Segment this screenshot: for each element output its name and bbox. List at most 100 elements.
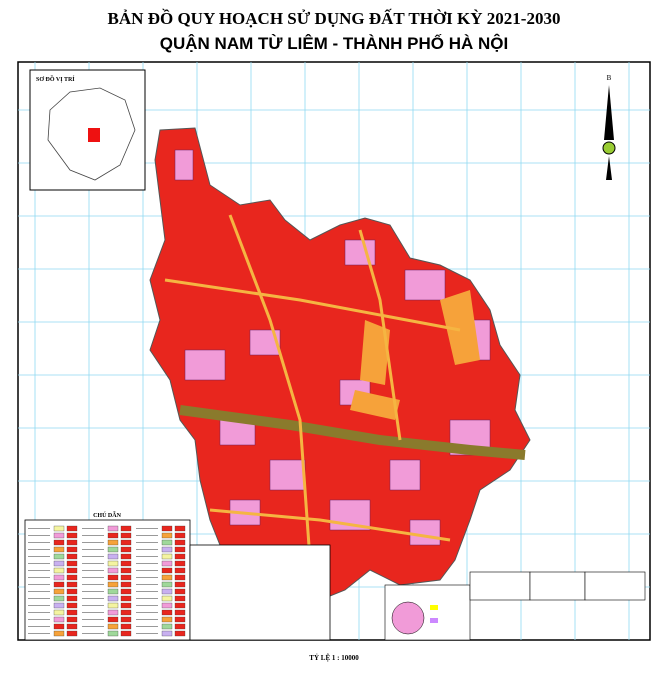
legend-swatch (66, 588, 78, 595)
legend-swatch (66, 595, 78, 602)
scale-label: TỶ LỆ 1 : 10000 (309, 654, 359, 662)
legend-line (82, 626, 104, 627)
legend-box-2 (189, 544, 331, 641)
legend-swatch (53, 539, 65, 546)
legend-swatch (161, 623, 173, 630)
legend-swatch (66, 630, 78, 637)
legend-swatch (53, 630, 65, 637)
legend-swatch (120, 609, 132, 616)
legend-swatch (107, 532, 119, 539)
legend-rows (28, 525, 186, 637)
legend-swatch (53, 574, 65, 581)
legend-swatch (161, 539, 173, 546)
legend-line (82, 549, 104, 550)
legend-swatch (120, 595, 132, 602)
legend-line (28, 570, 50, 571)
legend-swatch (161, 574, 173, 581)
legend-line (82, 556, 104, 557)
legend-swatch (120, 623, 132, 630)
legend-swatch (174, 560, 186, 567)
legend-swatch (66, 539, 78, 546)
legend-swatch (66, 623, 78, 630)
legend-swatch (66, 602, 78, 609)
legend-swatch (120, 539, 132, 546)
legend-line (136, 570, 158, 571)
legend-swatch (120, 567, 132, 574)
legend-line (82, 591, 104, 592)
legend-line (136, 591, 158, 592)
legend-swatch (66, 616, 78, 623)
legend-swatch (174, 602, 186, 609)
legend-line (136, 535, 158, 536)
legend-line (136, 528, 158, 529)
legend-line (82, 577, 104, 578)
south-needle (606, 156, 612, 180)
legend-swatch (120, 630, 132, 637)
legend-swatch (107, 602, 119, 609)
legend-swatch (66, 567, 78, 574)
legend-swatch (53, 525, 65, 532)
legend-line (82, 619, 104, 620)
legend-line (82, 598, 104, 599)
pie-key (430, 618, 438, 623)
legend-swatch (174, 616, 186, 623)
legend-line (136, 577, 158, 578)
legend-swatch (53, 546, 65, 553)
legend-line (136, 584, 158, 585)
legend-swatch (161, 581, 173, 588)
legend-swatch (53, 595, 65, 602)
legend-line (28, 549, 50, 550)
legend-line (136, 633, 158, 634)
legend-swatch (107, 609, 119, 616)
ring-road (179, 405, 526, 460)
legend-swatch (107, 539, 119, 546)
legend-swatch (66, 560, 78, 567)
legend-line (136, 619, 158, 620)
legend-line (82, 584, 104, 585)
legend-swatch (161, 588, 173, 595)
legend-swatch (107, 567, 119, 574)
legend-line (82, 563, 104, 564)
legend-swatch (120, 602, 132, 609)
legend-swatch (66, 574, 78, 581)
legend-swatch (174, 574, 186, 581)
north-arrow: B (602, 74, 616, 180)
land-use-pie (384, 584, 471, 641)
legend-line (28, 619, 50, 620)
inset-label: SƠ ĐỒ VỊ TRÍ (36, 75, 75, 83)
legend-swatch (161, 616, 173, 623)
legend-swatch (53, 609, 65, 616)
legend-swatch (120, 525, 132, 532)
legend-swatch (107, 595, 119, 602)
legend-line (28, 605, 50, 606)
location-inset: SƠ ĐỒ VỊ TRÍ (29, 69, 146, 191)
legend-swatch (107, 553, 119, 560)
legend-swatch (161, 602, 173, 609)
inset-highlight (88, 128, 100, 142)
legend-line (28, 626, 50, 627)
legend-swatch (161, 567, 173, 574)
legend-swatch (107, 630, 119, 637)
compass-disc (602, 141, 616, 155)
legend-swatch (53, 567, 65, 574)
legend-line (82, 535, 104, 536)
legend-swatch (161, 546, 173, 553)
signature-box (529, 571, 586, 601)
legend-swatch (120, 532, 132, 539)
north-needle (604, 85, 614, 140)
map-subtitle: QUẬN NAM TỪ LIÊM - THÀNH PHỐ HÀ NỘI (160, 33, 508, 53)
legend-line (28, 612, 50, 613)
legend-line (28, 535, 50, 536)
legend-swatch (120, 546, 132, 553)
legend-swatch (174, 623, 186, 630)
legend-line (28, 542, 50, 543)
legend-swatch (161, 595, 173, 602)
legend-swatch (174, 553, 186, 560)
legend-swatch (53, 602, 65, 609)
legend-swatch (53, 588, 65, 595)
legend-swatch (107, 574, 119, 581)
district-map (149, 127, 531, 601)
legend-swatch (107, 581, 119, 588)
legend-swatch (174, 567, 186, 574)
legend-swatch (161, 560, 173, 567)
